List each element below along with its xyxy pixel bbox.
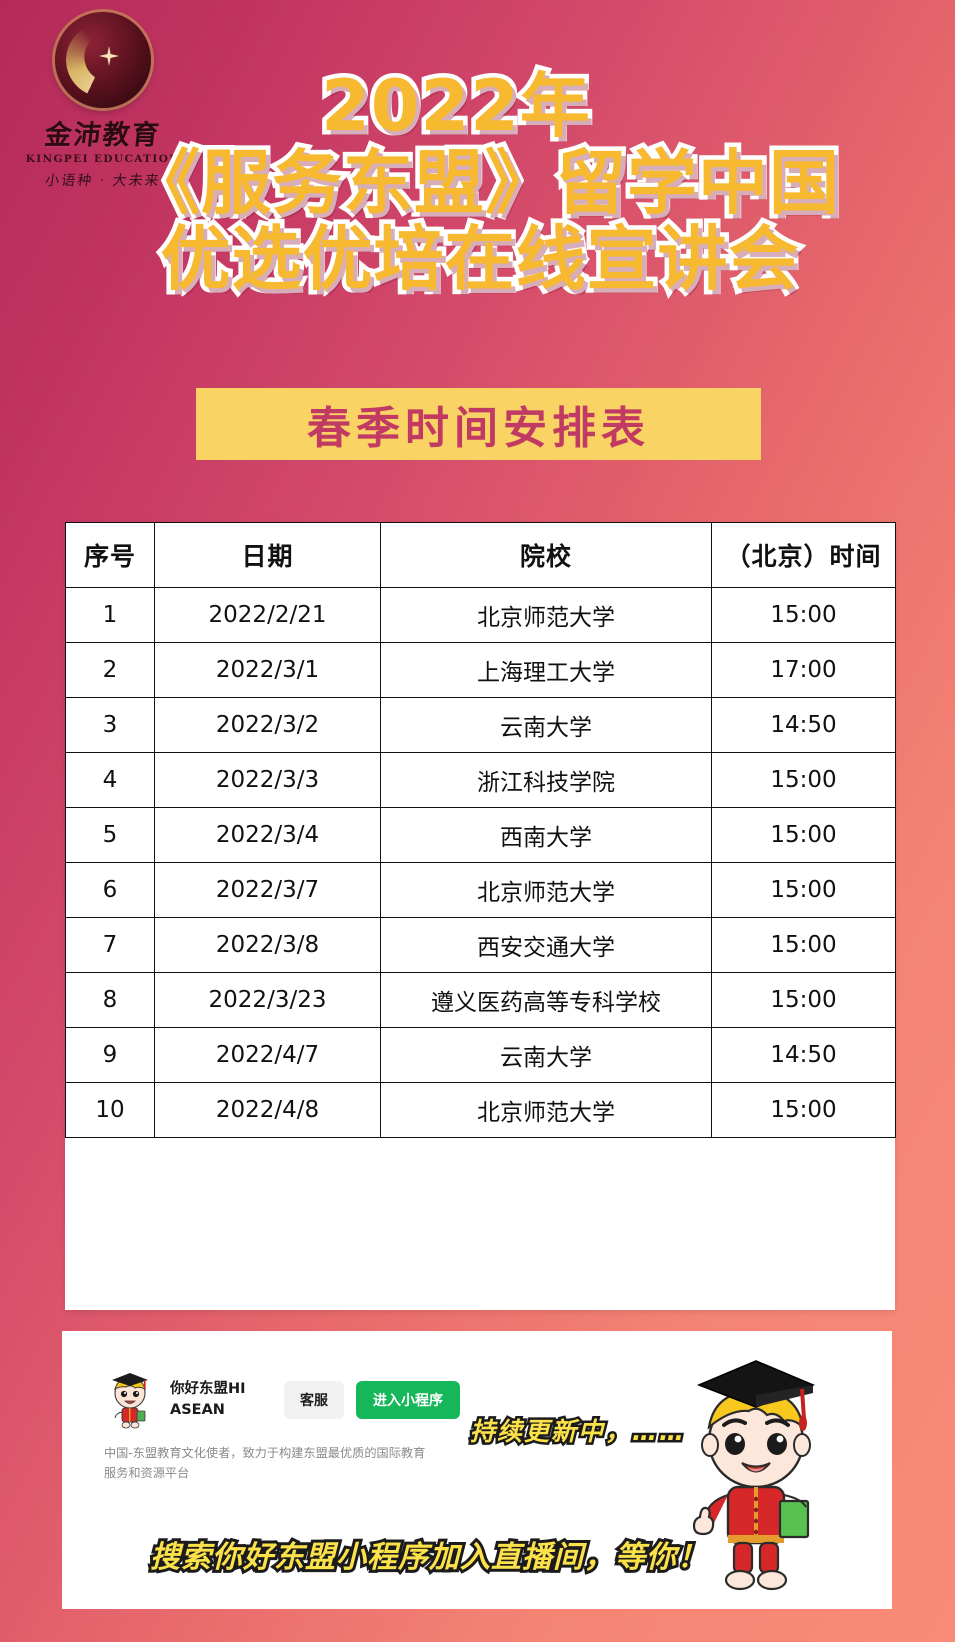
enter-miniprogram-button[interactable]: 进入小程序	[356, 1381, 460, 1419]
cell-no: 9	[65, 1027, 155, 1083]
cell-no: 8	[65, 972, 155, 1028]
cell-date: 2022/3/7	[154, 862, 381, 918]
miniprogram-buttons: 客服 进入小程序	[284, 1381, 460, 1419]
cell-school: 上海理工大学	[380, 642, 712, 698]
cell-no: 3	[65, 697, 155, 753]
cell-time: 14:50	[711, 697, 896, 753]
cell-date: 2022/3/1	[154, 642, 381, 698]
cell-date: 2022/3/23	[154, 972, 381, 1028]
table-row: 10 2022/4/8 北京师范大学 15:00	[65, 1082, 896, 1138]
cell-time: 15:00	[711, 807, 896, 863]
cell-date: 2022/3/8	[154, 917, 381, 973]
customer-service-button[interactable]: 客服	[284, 1381, 344, 1419]
cell-time: 15:00	[711, 917, 896, 973]
cell-time: 15:00	[711, 862, 896, 918]
table-row: 2 2022/3/1 上海理工大学 17:00	[65, 642, 896, 698]
cell-school: 北京师范大学	[380, 1082, 712, 1138]
cell-time: 14:50	[711, 1027, 896, 1083]
table-row: 7 2022/3/8 西安交通大学 15:00	[65, 917, 896, 973]
cell-school: 浙江科技学院	[380, 752, 712, 808]
headline-line-2: 《服务东盟》留学中国	[126, 141, 844, 224]
cell-time: 15:00	[711, 1082, 896, 1138]
cta-text: 搜索你好东盟小程序加入直播间，等你！	[147, 1537, 710, 1578]
schedule-panel: 序号 日期 院校 （北京）时间 1 2022/2/21 北京师范大学 15:00…	[65, 522, 896, 1310]
miniprogram-row: 你好东盟HI ASEAN 客服 进入小程序	[104, 1371, 460, 1429]
cell-school: 云南大学	[380, 697, 712, 753]
cell-date: 2022/4/7	[154, 1027, 381, 1083]
subtitle-text: 春季时间安排表	[307, 403, 650, 454]
cell-date: 2022/2/21	[154, 587, 381, 643]
table-row: 4 2022/3/3 浙江科技学院 15:00	[65, 752, 896, 808]
graduate-boy-mascot-icon	[672, 1349, 840, 1599]
footer-card: 你好东盟HI ASEAN 客服 进入小程序 中国-东盟教育文化使者，致力于构建东…	[62, 1331, 892, 1609]
headline-line-3: 优选优培在线宣讲会	[156, 218, 803, 301]
cell-date: 2022/3/3	[154, 752, 381, 808]
cell-no: 4	[65, 752, 155, 808]
cell-no: 5	[65, 807, 155, 863]
cell-school: 北京师范大学	[380, 587, 712, 643]
cell-school: 遵义医药高等专科学校	[380, 972, 712, 1028]
table-row: 8 2022/3/23 遵义医药高等专科学校 15:00	[65, 972, 896, 1028]
miniprogram-description: 中国-东盟教育文化使者，致力于构建东盟最优质的国际教育服务和资源平台	[104, 1446, 426, 1481]
cell-school: 西安交通大学	[380, 917, 712, 973]
cell-date: 2022/4/8	[154, 1082, 381, 1138]
cell-no: 10	[65, 1082, 155, 1138]
brand-name-en: KINGPEI EDUCATION	[25, 153, 181, 165]
cell-date: 2022/3/2	[154, 697, 381, 753]
col-header-school: 院校	[380, 522, 712, 588]
col-header-no: 序号	[65, 522, 155, 588]
cell-date: 2022/3/4	[154, 807, 381, 863]
table-row: 9 2022/4/7 云南大学 14:50	[65, 1027, 896, 1083]
crescent-shape	[66, 23, 140, 97]
table-row: 6 2022/3/7 北京师范大学 15:00	[65, 862, 896, 918]
table-row: 1 2022/2/21 北京师范大学 15:00	[65, 587, 896, 643]
cell-school: 云南大学	[380, 1027, 712, 1083]
table-row: 3 2022/3/2 云南大学 14:50	[65, 697, 896, 753]
headline-line-1: 2022年	[317, 65, 595, 147]
brand-logo: 金沛教育 KINGPEI EDUCATION 小语种 · 大未来	[18, 12, 188, 189]
cell-no: 7	[65, 917, 155, 973]
cell-school: 北京师范大学	[380, 862, 712, 918]
table-row: 5 2022/3/4 西南大学 15:00	[65, 807, 896, 863]
cell-time: 17:00	[711, 642, 896, 698]
cell-no: 6	[65, 862, 155, 918]
miniprogram-title: 你好东盟HI ASEAN	[170, 1380, 246, 1418]
cell-time: 15:00	[711, 752, 896, 808]
cell-no: 1	[65, 587, 155, 643]
cell-time: 15:00	[711, 587, 896, 643]
updating-text: 持续更新中，……	[467, 1415, 687, 1449]
graduate-boy-avatar-icon	[104, 1371, 156, 1429]
schedule-table: 序号 日期 院校 （北京）时间 1 2022/2/21 北京师范大学 15:00…	[65, 522, 896, 1138]
col-header-time: （北京）时间	[711, 522, 896, 588]
cell-time: 15:00	[711, 972, 896, 1028]
cell-school: 西南大学	[380, 807, 712, 863]
col-header-date: 日期	[154, 522, 381, 588]
cell-no: 2	[65, 642, 155, 698]
poster-headline: 2022年 《服务东盟》留学中国 优选优培在线宣讲会	[85, 67, 885, 299]
table-header-row: 序号 日期 院校 （北京）时间	[65, 522, 896, 588]
crescent-star-emblem-icon	[55, 12, 151, 108]
subtitle-band: 春季时间安排表	[196, 388, 761, 460]
